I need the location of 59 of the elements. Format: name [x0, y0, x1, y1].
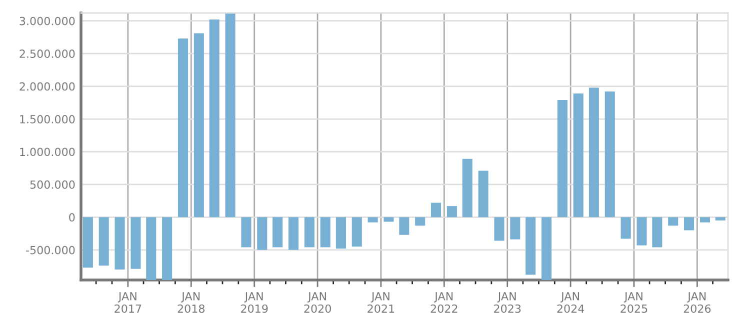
x-tick-label: JAN 2025: [620, 292, 648, 313]
bar: [304, 217, 314, 248]
x-tick-label: JAN 2021: [368, 292, 394, 313]
bar: [272, 217, 283, 248]
bar: [415, 217, 426, 226]
bar: [620, 217, 631, 239]
y-tick-label: 1.500.000: [20, 114, 75, 124]
bar: [526, 217, 536, 275]
x-tick-label: JAN 2019: [241, 292, 268, 313]
y-tick-label: 0: [69, 213, 75, 222]
bar: [636, 217, 647, 246]
bar: [130, 217, 141, 269]
y-tick-label: 2.500.000: [20, 50, 75, 58]
x-tick-label: JAN 2017: [114, 292, 142, 313]
bar: [446, 206, 457, 218]
bar: [652, 217, 662, 248]
bar: [510, 217, 520, 240]
bar: [162, 217, 172, 280]
bar: [715, 217, 726, 220]
bar: [225, 14, 236, 218]
bar: [700, 217, 710, 222]
y-tick-label: 2.000.000: [20, 82, 75, 91]
bar: [684, 217, 694, 230]
bar: [114, 217, 125, 270]
bar: [178, 38, 188, 218]
bar: [541, 217, 552, 280]
bar: [352, 217, 362, 247]
bar: [588, 88, 599, 218]
bar: [478, 170, 488, 218]
bar: [399, 217, 410, 235]
bar: [320, 217, 330, 248]
x-tick-label: JAN 2023: [494, 292, 521, 313]
bar: [257, 217, 268, 250]
y-tick-label: 500.000: [30, 180, 75, 189]
bar: [82, 217, 93, 268]
y-tick-label: 3.000.000: [20, 16, 75, 26]
y-tick-label: 1.000.000: [20, 148, 75, 156]
bar: [241, 217, 252, 248]
x-tick-label: JAN 2020: [304, 292, 331, 313]
bar: [573, 93, 584, 218]
bar: [336, 217, 346, 249]
x-tick-label: JAN 2026: [684, 292, 711, 313]
bar: [604, 92, 615, 218]
bar: [209, 20, 220, 218]
bar: [288, 217, 299, 250]
bar: [384, 217, 394, 222]
bar: [98, 217, 109, 266]
bar: [430, 202, 442, 218]
x-tick-label: JAN 2018: [178, 292, 205, 313]
bar: [557, 100, 568, 218]
bar: [146, 217, 156, 280]
bar: [668, 217, 678, 226]
bar: [194, 33, 204, 218]
x-tick-label: JAN 2022: [430, 292, 458, 313]
x-tick-label: JAN 2024: [557, 292, 584, 313]
bar: [494, 217, 504, 241]
y-tick-label: -500.000: [26, 246, 75, 254]
bar: [368, 217, 378, 222]
bar: [462, 158, 472, 218]
